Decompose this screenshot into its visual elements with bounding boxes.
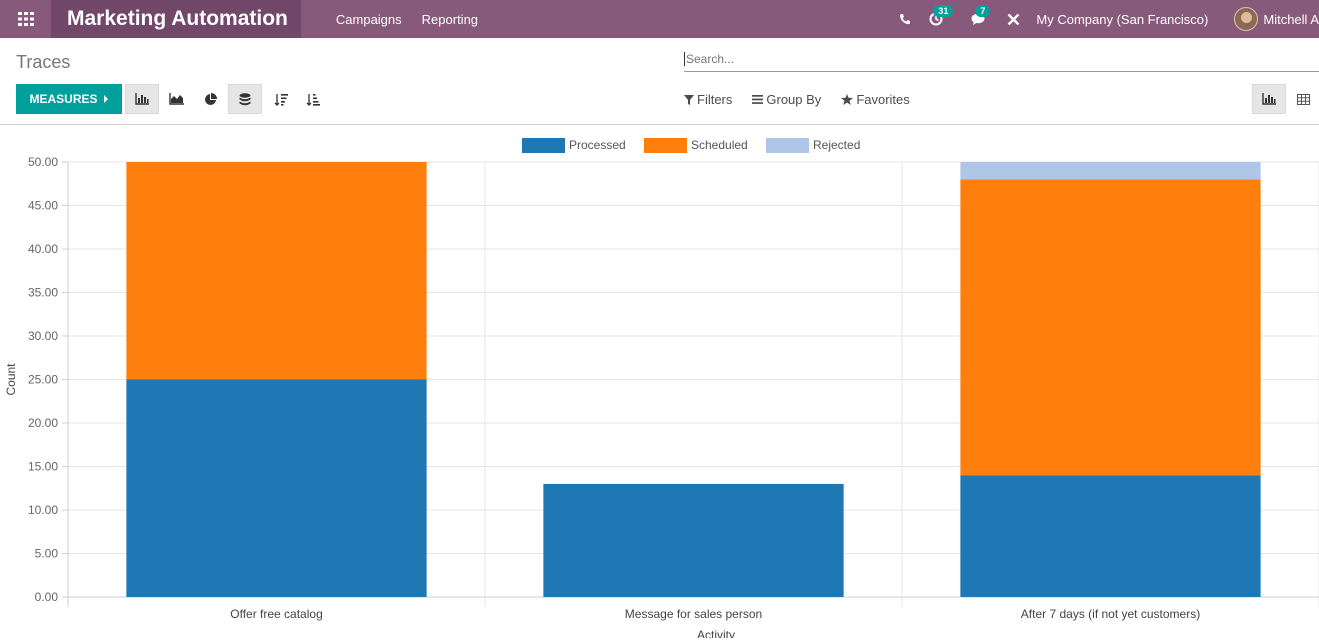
line-chart-icon <box>168 93 184 105</box>
x-tick-label: Offer free catalog <box>230 607 323 621</box>
search-input[interactable] <box>684 52 1319 66</box>
y-tick-label: 25.00 <box>28 373 58 387</box>
apps-menu-button[interactable] <box>0 0 51 38</box>
app-title[interactable]: Marketing Automation <box>51 0 301 38</box>
stacked-icon <box>239 92 251 105</box>
search-bar <box>684 50 1319 72</box>
phone-icon <box>900 14 911 25</box>
bar-chart-icon <box>135 93 149 105</box>
bar-scheduled <box>126 162 427 380</box>
legend-swatch-rejected <box>766 138 809 153</box>
bar-processed <box>543 483 844 597</box>
stacked-bar-chart: 0.00 5.00 10.00 15.00 20.00 25.00 30.00 35.00 40… <box>4 138 1319 642</box>
favorites-label: Favorites <box>856 92 910 107</box>
pie-chart-button[interactable] <box>193 84 227 114</box>
activity-badge: 31 <box>933 5 954 17</box>
phone-button[interactable] <box>890 0 920 38</box>
debug-tools-button[interactable] <box>1004 0 1022 38</box>
avatar[interactable] <box>1234 7 1259 31</box>
y-tick-label: 35.00 <box>28 286 58 300</box>
menu-reporting[interactable]: Reporting <box>421 11 479 27</box>
y-axis-title: Count <box>4 363 18 396</box>
legend-label-processed: Processed <box>569 138 626 152</box>
top-navbar: Marketing Automation Campaigns Reporting… <box>0 0 1319 38</box>
sort-descending-icon <box>274 93 288 106</box>
stacked-toggle-button[interactable] <box>228 84 262 114</box>
y-tick-label: 45.00 <box>28 199 58 213</box>
bar-scheduled <box>960 179 1261 476</box>
filter-icon <box>684 94 694 105</box>
pie-chart-icon <box>204 92 217 105</box>
sort-ascending-icon <box>306 93 320 106</box>
graph-view-icon <box>1262 93 1276 105</box>
chart-area: 0.00 5.00 10.00 15.00 20.00 25.00 30.00 35.00 40… <box>0 126 1319 642</box>
pivot-view-button[interactable] <box>1286 84 1319 114</box>
sort-ascending-button[interactable] <box>296 84 330 114</box>
control-panel: Traces MEASURES <box>0 38 1319 125</box>
measures-button[interactable]: MEASURES <box>16 84 122 114</box>
graph-view-button[interactable] <box>1252 84 1286 114</box>
sort-descending-button[interactable] <box>264 84 298 114</box>
group-by-label: Group By <box>766 92 822 107</box>
bar-chart-button[interactable] <box>125 84 159 114</box>
grid-icon <box>17 12 34 26</box>
filters-dropdown[interactable]: Filters <box>684 92 732 107</box>
messages-badge: 7 <box>975 5 991 17</box>
list-icon <box>752 95 764 104</box>
star-icon <box>841 94 854 105</box>
x-tick-label: Message for sales person <box>625 607 762 621</box>
legend-label-rejected: Rejected <box>813 138 860 152</box>
user-menu[interactable]: Mitchell A <box>1263 11 1319 27</box>
bar-processed <box>960 475 1261 597</box>
y-tick-label: 40.00 <box>28 242 58 256</box>
x-tick-label: After 7 days (if not yet customers) <box>1021 607 1200 621</box>
x-axis-title: Activity <box>697 628 735 638</box>
measures-label: MEASURES <box>29 92 98 106</box>
filters-label: Filters <box>697 92 733 107</box>
y-tick-label: 20.00 <box>28 416 58 430</box>
y-tick-label: 50.00 <box>28 155 58 169</box>
line-chart-button[interactable] <box>159 84 193 114</box>
y-tick-label: 0.00 <box>35 590 59 604</box>
legend-swatch-scheduled <box>644 138 687 153</box>
legend-swatch-processed <box>522 138 565 153</box>
caret-right-icon <box>103 95 108 103</box>
bar-processed <box>126 379 427 597</box>
y-tick-label: 10.00 <box>28 503 58 517</box>
legend-label-scheduled: Scheduled <box>691 138 748 152</box>
tools-icon <box>1007 13 1020 25</box>
bar-rejected <box>960 162 1261 180</box>
breadcrumb: Traces <box>16 52 71 72</box>
activity-button[interactable]: 31 <box>920 0 962 38</box>
y-tick-label: 5.00 <box>35 547 59 561</box>
pivot-view-icon <box>1296 93 1310 105</box>
menu-campaigns[interactable]: Campaigns <box>335 11 402 27</box>
y-tick-label: 15.00 <box>28 460 58 474</box>
y-tick-label: 30.00 <box>28 329 58 343</box>
messages-button[interactable]: 7 <box>962 0 1004 38</box>
favorites-dropdown[interactable]: Favorites <box>841 92 910 107</box>
company-switcher[interactable]: My Company (San Francisco) <box>1036 11 1209 27</box>
group-by-dropdown[interactable]: Group By <box>752 92 821 107</box>
